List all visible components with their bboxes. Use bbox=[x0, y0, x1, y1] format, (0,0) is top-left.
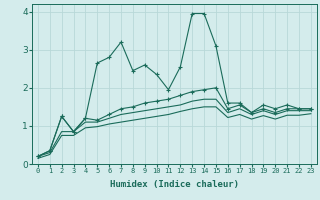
X-axis label: Humidex (Indice chaleur): Humidex (Indice chaleur) bbox=[110, 180, 239, 189]
